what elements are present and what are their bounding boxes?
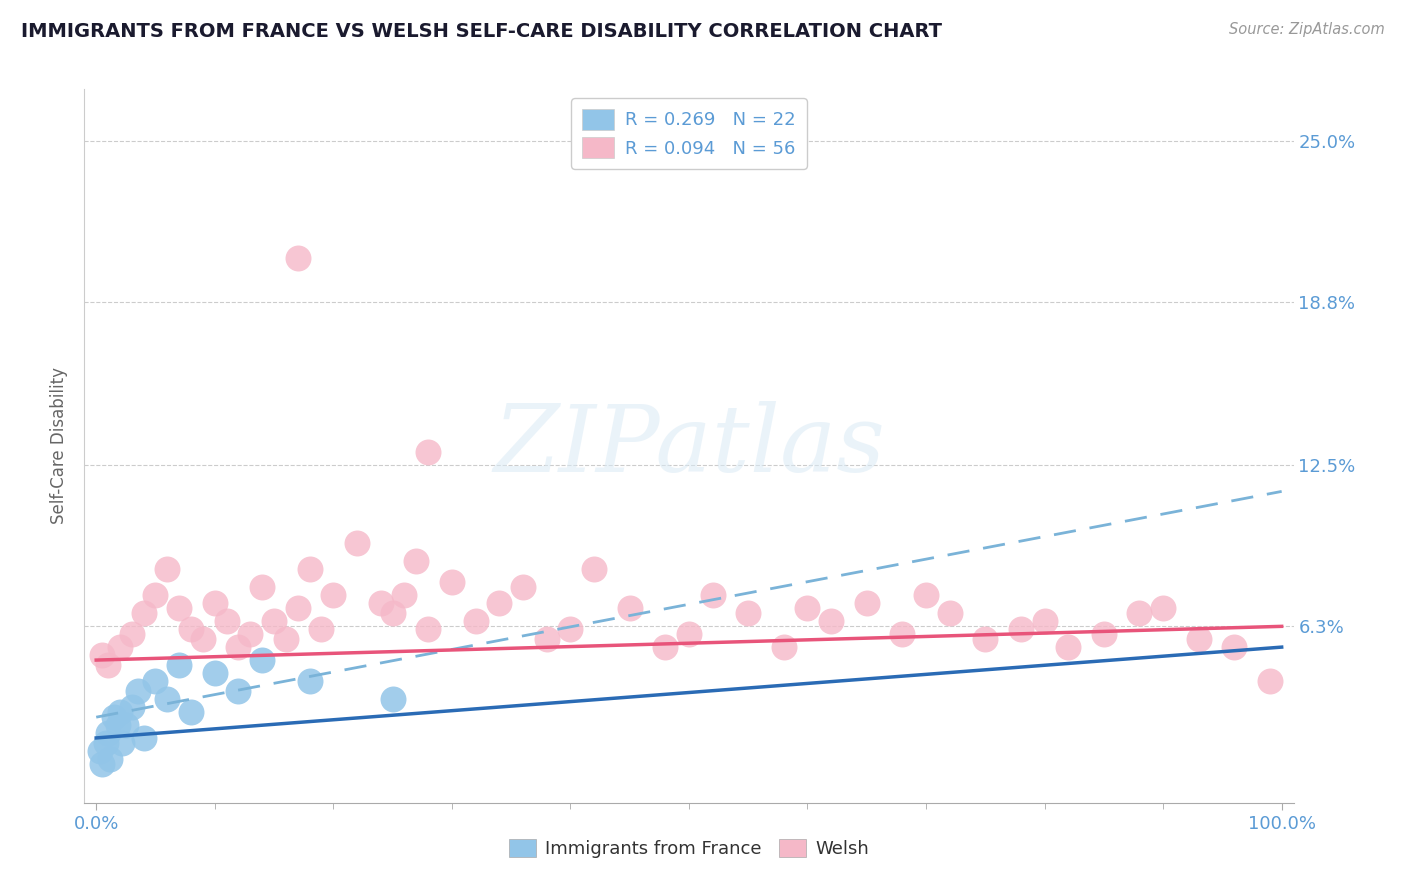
Point	[274, 632, 297, 647]
Point	[108, 640, 131, 654]
Point	[381, 607, 404, 621]
Point	[464, 614, 486, 628]
Text: ZIPatlas: ZIPatlas	[494, 401, 884, 491]
Point	[215, 614, 238, 628]
Point	[619, 601, 641, 615]
Point	[115, 718, 138, 732]
Point	[381, 692, 404, 706]
Point	[287, 251, 309, 265]
Point	[405, 554, 427, 568]
Point	[394, 588, 416, 602]
Point	[127, 684, 149, 698]
Point	[1128, 607, 1150, 621]
Point	[938, 607, 960, 621]
Point	[1010, 622, 1032, 636]
Point	[440, 575, 463, 590]
Point	[121, 699, 143, 714]
Point	[974, 632, 997, 647]
Point	[855, 596, 877, 610]
Point	[418, 445, 440, 459]
Point	[107, 718, 129, 732]
Point	[536, 632, 558, 647]
Point	[103, 710, 125, 724]
Point	[132, 731, 155, 745]
Point	[772, 640, 794, 654]
Point	[702, 588, 724, 602]
Point	[560, 622, 582, 636]
Point	[1152, 601, 1174, 615]
Point	[156, 562, 179, 576]
Point	[287, 601, 309, 615]
Point	[1092, 627, 1115, 641]
Point	[250, 653, 273, 667]
Point	[191, 632, 214, 647]
Point	[132, 607, 155, 621]
Point	[167, 601, 190, 615]
Point	[204, 666, 226, 681]
Point	[94, 736, 117, 750]
Point	[250, 581, 273, 595]
Point	[145, 673, 167, 688]
Point	[820, 614, 842, 628]
Point	[678, 627, 700, 641]
Point	[654, 640, 676, 654]
Point	[915, 588, 938, 602]
Point	[111, 736, 134, 750]
Y-axis label: Self-Care Disability: Self-Care Disability	[51, 368, 69, 524]
Point	[298, 673, 321, 688]
Point	[1033, 614, 1056, 628]
Point	[180, 705, 202, 719]
Point	[108, 705, 131, 719]
Point	[91, 756, 114, 771]
Point	[1188, 632, 1211, 647]
Point	[156, 692, 179, 706]
Legend: Immigrants from France, Welsh: Immigrants from France, Welsh	[502, 831, 876, 865]
Text: Source: ZipAtlas.com: Source: ZipAtlas.com	[1229, 22, 1385, 37]
Point	[167, 658, 190, 673]
Point	[298, 562, 321, 576]
Point	[322, 588, 344, 602]
Point	[1258, 673, 1281, 688]
Text: IMMIGRANTS FROM FRANCE VS WELSH SELF-CARE DISABILITY CORRELATION CHART: IMMIGRANTS FROM FRANCE VS WELSH SELF-CAR…	[21, 22, 942, 41]
Point	[145, 588, 167, 602]
Point	[1057, 640, 1080, 654]
Point	[89, 744, 111, 758]
Point	[370, 596, 392, 610]
Point	[91, 648, 114, 662]
Point	[1223, 640, 1246, 654]
Point	[97, 725, 120, 739]
Point	[311, 622, 333, 636]
Point	[488, 596, 510, 610]
Point	[796, 601, 818, 615]
Point	[180, 622, 202, 636]
Point	[583, 562, 606, 576]
Point	[737, 607, 759, 621]
Point	[418, 622, 440, 636]
Point	[346, 536, 368, 550]
Point	[204, 596, 226, 610]
Point	[97, 658, 120, 673]
Point	[263, 614, 285, 628]
Point	[891, 627, 914, 641]
Point	[100, 752, 122, 766]
Point	[121, 627, 143, 641]
Point	[239, 627, 262, 641]
Point	[228, 640, 250, 654]
Point	[512, 581, 534, 595]
Point	[228, 684, 250, 698]
